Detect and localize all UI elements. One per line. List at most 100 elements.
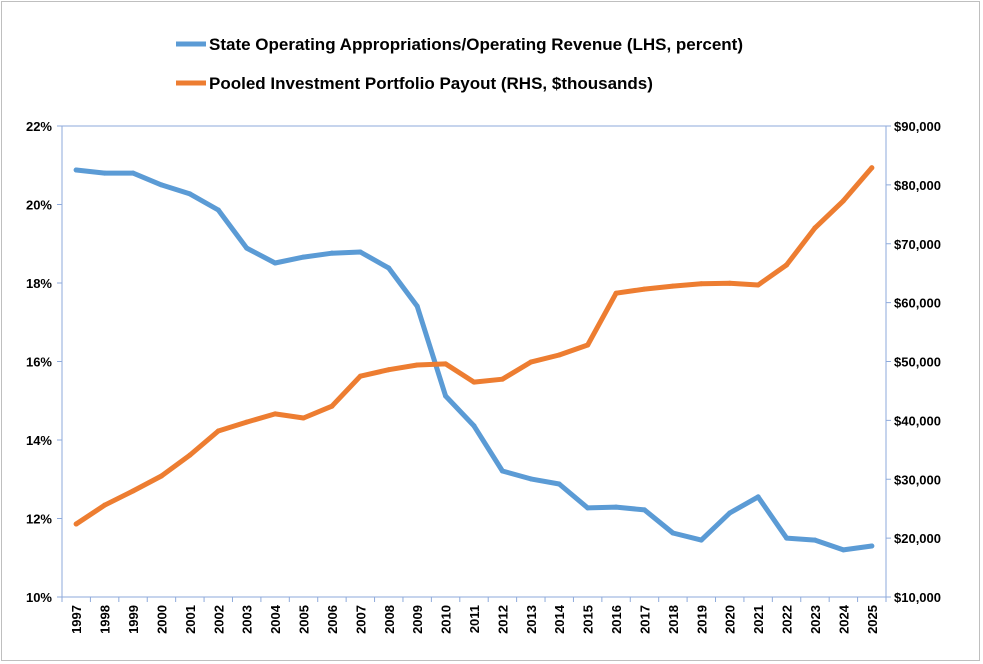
payout-point <box>158 473 164 479</box>
payout-point <box>869 165 875 171</box>
payout-point <box>698 281 704 287</box>
right-tick-label: $60,000 <box>894 296 941 311</box>
appropriations-point <box>641 507 647 513</box>
x-tick-label: 2005 <box>297 605 312 634</box>
left-tick-label: 12% <box>26 512 52 527</box>
x-tick-label: 2008 <box>382 605 397 634</box>
payout-point <box>301 415 307 421</box>
appropriations-point <box>244 245 250 251</box>
appropriations-point <box>755 494 761 500</box>
x-tick-label: 2015 <box>581 605 596 634</box>
appropriations-line <box>73 167 875 553</box>
payout-point <box>812 225 818 231</box>
payout-point <box>727 280 733 286</box>
appropriations-point <box>784 535 790 541</box>
x-tick-label: 2018 <box>666 605 681 634</box>
payout-point <box>414 362 420 368</box>
x-tick-label: 2010 <box>439 605 454 634</box>
appropriations-point <box>528 476 534 482</box>
payout-point <box>499 376 505 382</box>
right-tick-label: $90,000 <box>894 119 941 134</box>
x-tick-label: 2022 <box>780 605 795 634</box>
x-tick-label: 2004 <box>268 604 283 634</box>
appropriations-point <box>613 504 619 510</box>
payout-point <box>329 403 335 409</box>
payout-point <box>215 428 221 434</box>
x-tick-label: 2020 <box>723 605 738 634</box>
payout-point <box>755 282 761 288</box>
appropriations-point <box>357 249 363 255</box>
x-tick-label: 2012 <box>495 605 510 634</box>
appropriations-point <box>386 265 392 271</box>
payout-point <box>528 359 534 365</box>
appropriations-point <box>670 530 676 536</box>
payout-point <box>613 290 619 296</box>
payout-point <box>73 521 79 527</box>
x-tick-label: 2009 <box>410 605 425 634</box>
x-tick-label: 2017 <box>637 605 652 634</box>
appropriations-point <box>869 543 875 549</box>
x-tick-label: 2025 <box>865 605 880 634</box>
appropriations-point <box>272 260 278 266</box>
x-tick-label: 2016 <box>609 605 624 634</box>
payout-point <box>471 379 477 385</box>
payout-point <box>840 198 846 204</box>
x-tick-label: 2001 <box>183 605 198 634</box>
x-tick-label: 2006 <box>325 605 340 634</box>
appropriations-point <box>102 170 108 176</box>
payout-point <box>386 367 392 373</box>
payout-point <box>784 262 790 268</box>
payout-line <box>73 165 875 527</box>
payout-point <box>102 502 108 508</box>
x-tick-label: 2000 <box>154 605 169 634</box>
x-tick-label: 2014 <box>552 604 567 634</box>
right-tick-label: $30,000 <box>894 472 941 487</box>
left-tick-label: 14% <box>26 433 52 448</box>
left-tick-label: 18% <box>26 276 52 291</box>
legend-label-payout: Pooled Investment Portfolio Payout (RHS,… <box>209 74 653 93</box>
payout-point <box>130 488 136 494</box>
appropriations-point <box>414 303 420 309</box>
appropriations-point <box>130 170 136 176</box>
appropriations-point <box>840 547 846 553</box>
payout-point <box>585 342 591 348</box>
right-tick-label: $20,000 <box>894 531 941 546</box>
payout-point <box>272 411 278 417</box>
payout-point <box>641 286 647 292</box>
appropriations-point <box>187 191 193 197</box>
appropriations-point <box>215 207 221 213</box>
x-tick-label: 2003 <box>240 605 255 634</box>
appropriations-point <box>556 481 562 487</box>
appropriations-point <box>471 423 477 429</box>
x-tick-label: 2002 <box>211 605 226 634</box>
x-tick-label: 2011 <box>467 605 482 633</box>
x-tick-label: 2019 <box>694 605 709 634</box>
right-tick-label: $70,000 <box>894 237 941 252</box>
appropriations-point <box>443 393 449 399</box>
appropriations-point <box>301 254 307 260</box>
left-tick-label: 10% <box>26 590 52 605</box>
x-tick-label: 2023 <box>808 605 823 634</box>
appropriations-point <box>329 250 335 256</box>
x-tick-label: 1999 <box>126 605 141 634</box>
payout-point <box>670 283 676 289</box>
payout-point <box>443 361 449 367</box>
legend-label-appropriations: State Operating Appropriations/Operating… <box>209 35 743 54</box>
appropriations-point <box>73 167 79 173</box>
legend: State Operating Appropriations/Operating… <box>176 35 743 93</box>
x-tick-label: 1998 <box>98 605 113 634</box>
x-tick-label: 2021 <box>751 605 766 634</box>
appropriations-point <box>727 510 733 516</box>
right-tick-label: $10,000 <box>894 590 941 605</box>
right-tick-label: $80,000 <box>894 178 941 193</box>
payout-point <box>244 419 250 425</box>
appropriations-point <box>812 537 818 543</box>
x-tick-label: 2007 <box>353 605 368 634</box>
x-tick-label: 2024 <box>836 604 851 634</box>
right-tick-label: $50,000 <box>894 355 941 370</box>
x-tick-label: 2013 <box>524 605 539 634</box>
payout-point <box>187 452 193 458</box>
right-tick-label: $40,000 <box>894 413 941 428</box>
